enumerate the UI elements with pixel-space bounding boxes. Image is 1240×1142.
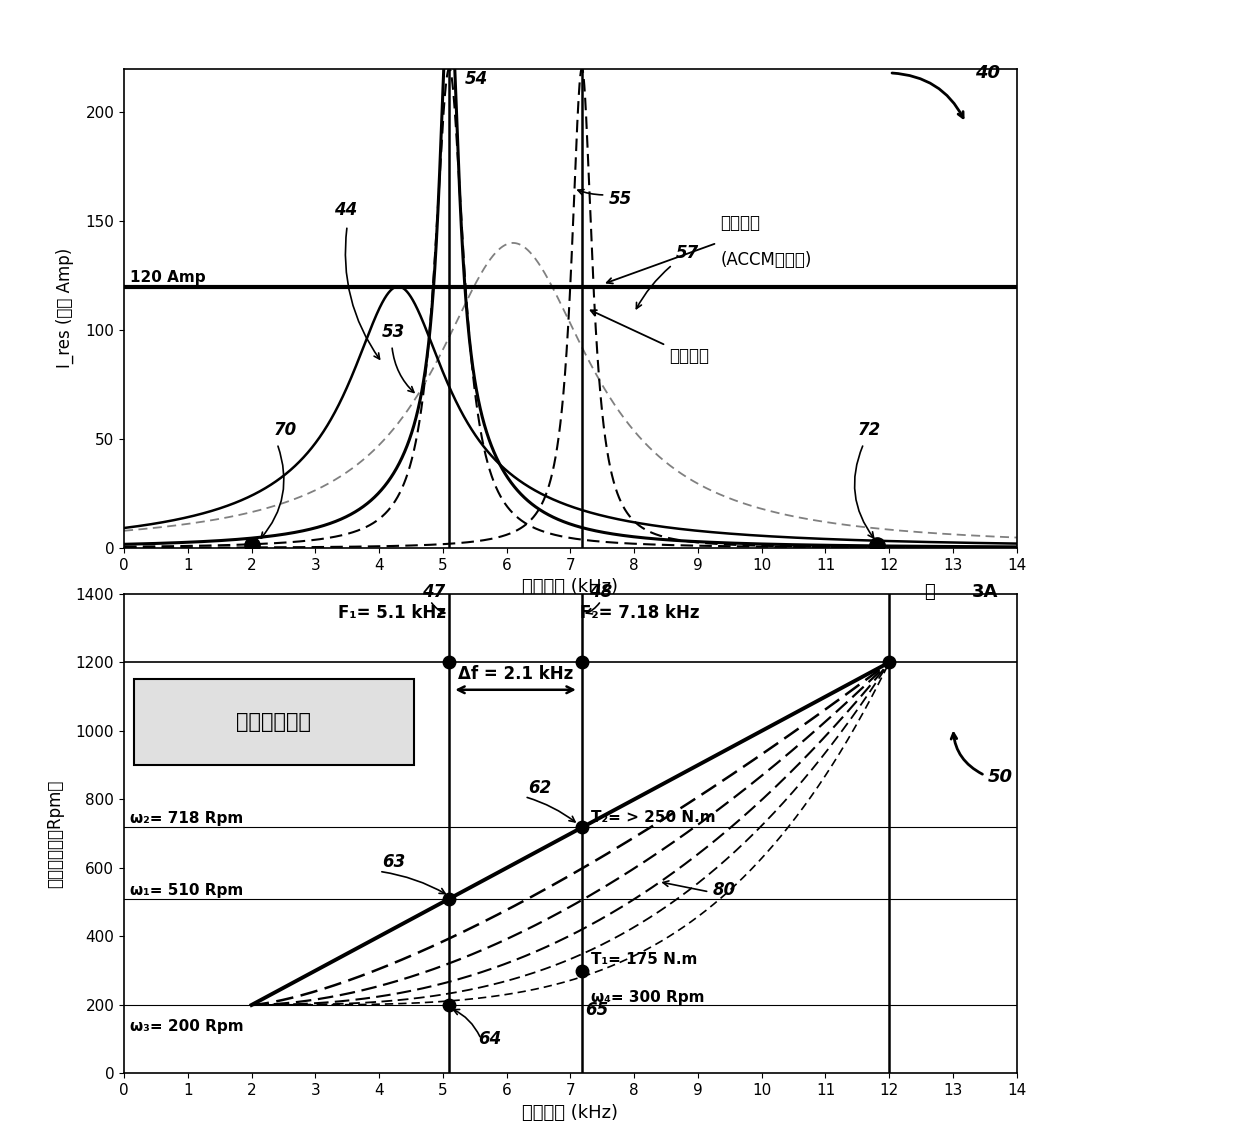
Text: 要避免的死区: 要避免的死区	[237, 713, 311, 732]
Text: 57: 57	[676, 244, 699, 263]
Text: 55: 55	[609, 190, 632, 208]
Text: 70: 70	[274, 420, 298, 439]
Y-axis label: 电动机速度（Rpm）: 电动机速度（Rpm）	[47, 780, 64, 887]
Text: F₂= 7.18 kHz: F₂= 7.18 kHz	[579, 604, 699, 622]
Text: F₁= 5.1 kHz: F₁= 5.1 kHz	[339, 604, 445, 622]
Text: ω₃= 200 Rpm: ω₃= 200 Rpm	[130, 1019, 244, 1034]
Text: 47: 47	[422, 584, 445, 602]
Text: 44: 44	[335, 201, 357, 218]
Text: ω₂= 718 Rpm: ω₂= 718 Rpm	[130, 811, 243, 827]
Text: ω₄= 300 Rpm: ω₄= 300 Rpm	[591, 989, 706, 1005]
Text: 3A: 3A	[972, 584, 998, 602]
Text: 最大电流: 最大电流	[720, 214, 760, 232]
Text: 40: 40	[976, 64, 1001, 82]
Text: 120 Amp: 120 Amp	[130, 271, 206, 286]
Text: 62: 62	[528, 779, 551, 797]
Text: (ACCM帽电流): (ACCM帽电流)	[720, 251, 812, 270]
Y-axis label: I_res (峰値 Amp): I_res (峰値 Amp)	[56, 248, 74, 369]
FancyBboxPatch shape	[134, 679, 414, 765]
Text: 53: 53	[382, 323, 405, 340]
Text: T₁= 175 N.m: T₁= 175 N.m	[591, 951, 698, 967]
Text: 65: 65	[585, 1002, 609, 1020]
Text: ω₁= 510 Rpm: ω₁= 510 Rpm	[130, 883, 243, 898]
Text: 谐振区域: 谐振区域	[670, 347, 709, 365]
Text: 72: 72	[857, 420, 880, 439]
Text: 63: 63	[382, 853, 405, 871]
Text: 64: 64	[477, 1030, 501, 1048]
Text: T₂= > 250 N.m: T₂= > 250 N.m	[591, 811, 715, 826]
Text: 54: 54	[465, 70, 489, 88]
Text: 50: 50	[988, 769, 1013, 787]
Text: 图: 图	[924, 584, 935, 602]
X-axis label: 谐振频率 (kHz): 谐振频率 (kHz)	[522, 579, 619, 596]
Text: 48: 48	[589, 584, 613, 602]
Text: 80: 80	[713, 880, 735, 899]
X-axis label: 开关频率 (kHz): 开关频率 (kHz)	[522, 1104, 619, 1121]
Text: Δf = 2.1 kHz: Δf = 2.1 kHz	[458, 666, 573, 684]
